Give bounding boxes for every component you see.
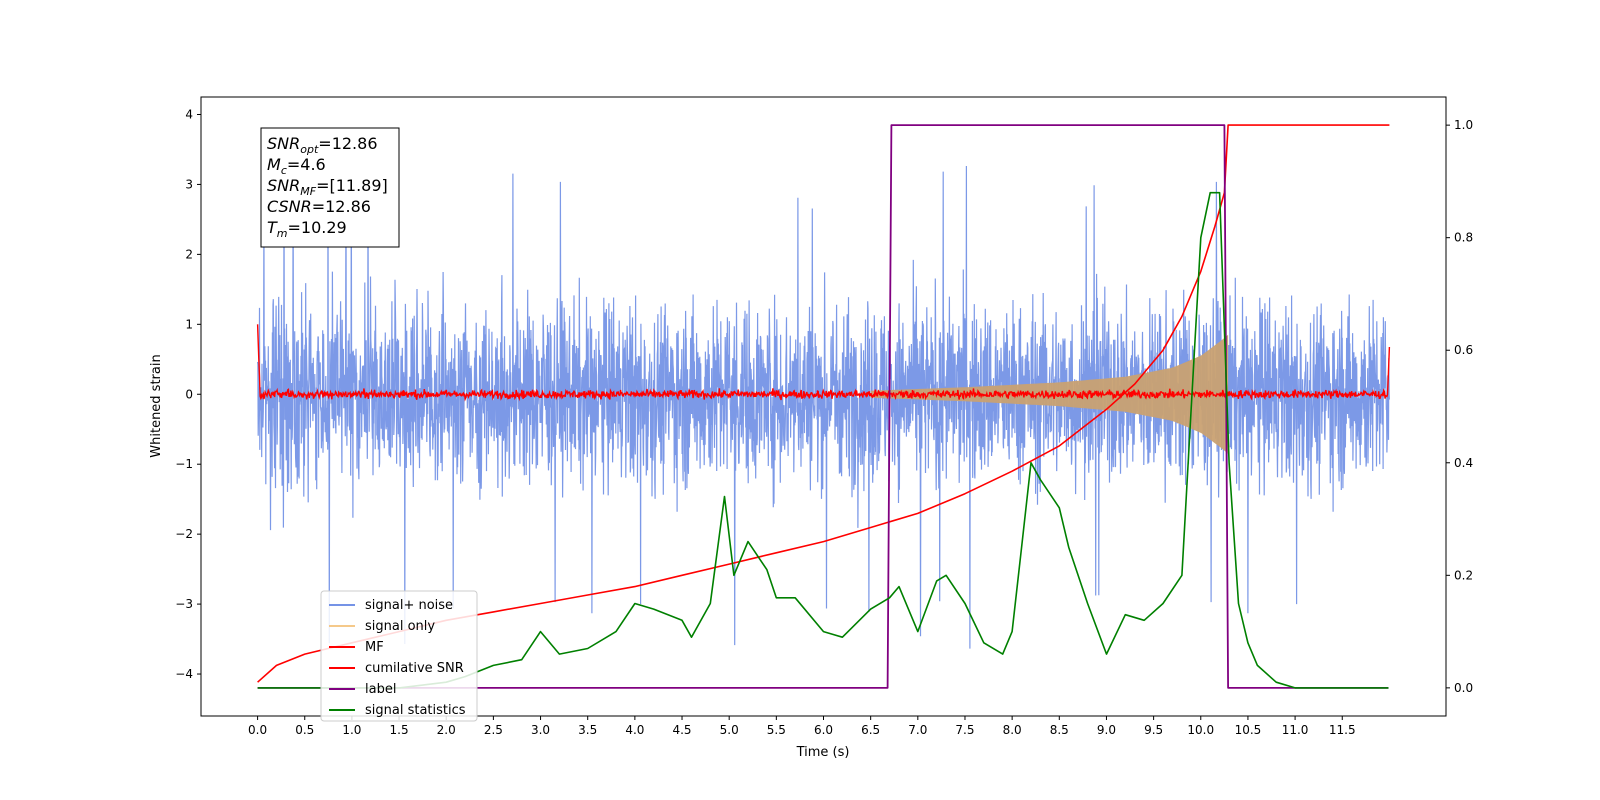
legend-label: signal statistics [365,703,466,718]
right-y-tick-label: 0.6 [1454,343,1473,357]
x-tick-label: 2.5 [484,723,503,737]
annotation-line: SNRMF=[11.89] [267,176,388,198]
annotation-subscript: c [281,164,287,177]
annotation-subscript: MF [300,185,316,198]
legend-label: label [365,682,396,697]
x-tick-label: 4.0 [625,723,644,737]
annotation-line: Tm=10.29 [267,218,347,240]
annotation-value: =10.29 [288,218,347,237]
x-tick-label: 6.5 [861,723,880,737]
legend-frame [320,590,478,722]
annotation-value: =[11.89] [316,176,388,195]
right-y-tick-label: 0.4 [1454,456,1473,470]
right-y-axis-ticks: 1.0 0.8 0.6 0.4 0.2 0.0 [1446,118,1473,695]
x-axis-ticks: 0.0 0.5 1.0 1.5 2.0 2.5 3.0 3.5 4.0 4.5 5.0 5.5 6.0 6… [248,716,1356,737]
x-axis-label: Time (s) [796,745,850,760]
x-tick-label: 0.5 [295,723,314,737]
left-y-tick-label: 2 [185,247,193,261]
left-y-tick-label: 4 [185,107,193,121]
left-y-tick-label: −2 [175,527,193,541]
x-tick-label: 1.5 [390,723,409,737]
x-tick-label: 9.0 [1097,723,1116,737]
x-tick-label: 11.5 [1329,723,1356,737]
y-axis-label: Whitened strain [149,354,164,457]
annotation-value: =4.6 [287,155,326,174]
left-y-tick-label: 0 [185,387,193,401]
left-y-tick-label: −1 [175,457,193,471]
x-tick-label: 8.5 [1050,723,1069,737]
x-tick-label: 10.5 [1235,723,1262,737]
right-y-tick-label: 0.2 [1454,568,1473,582]
x-tick-label: 1.0 [342,723,361,737]
left-y-axis-ticks: 4 3 2 1 0 −1 −2 −3 −4 [175,107,201,681]
legend: signal+ noise signal only MF cumilative SNR… [320,590,478,722]
annotation-symbol: SNR [267,134,300,153]
annotation-subscript: opt [300,143,319,156]
left-y-tick-label: −4 [175,667,193,681]
x-tick-label: 3.5 [578,723,597,737]
x-tick-label: 7.5 [955,723,974,737]
right-y-tick-label: 0.0 [1454,681,1473,695]
x-tick-label: 2.0 [437,723,456,737]
annotation-line: Mc=4.6 [267,155,326,177]
annotation-box-frame [260,127,400,248]
left-y-tick-label: −3 [175,597,193,611]
left-y-tick-label: 1 [185,317,193,331]
x-tick-label: 3.0 [531,723,550,737]
label-series [257,124,1389,689]
annotation-symbol: T [267,218,278,237]
mf-series [256,324,1391,402]
x-tick-label: 6.0 [814,723,833,737]
annotation-value: =12.86 [318,134,377,153]
legend-label: cumilative SNR [365,661,464,676]
signal-only-series [870,334,1229,454]
annotation-symbol: SNR [267,176,300,195]
x-tick-label: 8.0 [1003,723,1022,737]
x-tick-label: 9.5 [1144,723,1163,737]
annotation-line: CSNR=12.86 [267,197,371,216]
x-tick-label: 5.0 [720,723,739,737]
right-y-tick-label: 0.8 [1454,231,1473,245]
x-tick-label: 11.0 [1282,723,1309,737]
annotation-subscript: m [277,227,288,240]
legend-label: signal+ noise [365,598,453,613]
legend-label: MF [365,640,384,655]
x-tick-label: 10.0 [1187,723,1214,737]
stats-annotation-box: SNRopt=12.86Mc=4.6SNRMF=[11.89]CSNR=12.8… [260,127,400,248]
annotation-symbol: M [267,155,281,174]
annotation-line: SNRopt=12.86 [267,134,378,156]
right-y-tick-label: 1.0 [1454,118,1473,132]
x-tick-label: 4.5 [672,723,691,737]
x-tick-label: 5.5 [767,723,786,737]
legend-label: signal only [365,619,435,634]
annotation-value: =12.86 [312,197,371,216]
x-tick-label: 0.0 [248,723,267,737]
x-tick-label: 7.0 [908,723,927,737]
signal-statistics-series [257,191,1389,689]
left-y-tick-label: 3 [185,177,193,191]
annotation-symbol: CSNR [267,197,312,216]
